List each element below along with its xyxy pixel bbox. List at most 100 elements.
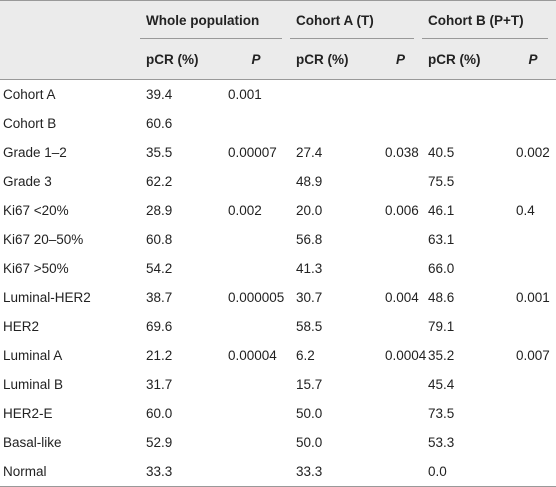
table-cell: 0.038: [385, 145, 419, 160]
table-row: Cohort A 39.4 0.001: [0, 80, 556, 110]
table-cell: [379, 167, 422, 196]
table-cell: [222, 399, 290, 428]
table-cell: 45.4: [428, 377, 455, 392]
table-cell: [510, 109, 556, 138]
table-cell: 0.007: [516, 348, 550, 363]
table-cell: 35.2: [428, 348, 455, 363]
table-cell: 0.006: [385, 203, 419, 218]
table-row: HER2-E 60.0 50.0 73.5: [0, 399, 556, 428]
table-cell: 0.001: [516, 290, 550, 305]
row-label: Luminal B: [3, 377, 64, 392]
table-cell: 33.3: [296, 464, 323, 479]
table-cell: [422, 80, 510, 110]
table-cell: 0.004: [385, 290, 419, 305]
row-label: Grade 1–2: [3, 145, 67, 160]
table-cell: 58.5: [296, 319, 323, 334]
table-cell: [222, 254, 290, 283]
table-cell: [222, 225, 290, 254]
table-cell: [510, 370, 556, 399]
table-cell: 53.3: [428, 435, 455, 450]
table-cell: [379, 370, 422, 399]
table-cell: 38.7: [146, 290, 173, 305]
table-cell: 50.0: [296, 406, 323, 421]
table-cell: 63.1: [428, 232, 455, 247]
table-cell: [510, 399, 556, 428]
row-label: HER2-E: [3, 406, 53, 421]
table-row: Grade 3 62.2 48.9 75.5: [0, 167, 556, 196]
row-label: HER2: [3, 319, 40, 334]
table-cell: [510, 312, 556, 341]
row-label: Luminal A: [3, 348, 63, 363]
group-header: Cohort B (P+T): [422, 1, 556, 41]
table-cell: [510, 225, 556, 254]
table-row: Basal-like 52.9 50.0 53.3: [0, 428, 556, 457]
table-cell: [379, 80, 422, 110]
table-cell: 0.00007: [228, 145, 277, 160]
table-cell: 27.4: [296, 145, 323, 160]
row-label: Luminal-HER2: [3, 290, 91, 305]
row-label: Normal: [3, 464, 47, 479]
table-row: Luminal A 21.2 0.00004 6.2 0.0004 35.2 0.007: [0, 341, 556, 370]
table-cell: [222, 109, 290, 138]
sub-header: P: [379, 40, 423, 80]
table-cell: [222, 312, 290, 341]
table-cell: 48.6: [428, 290, 455, 305]
table-cell: 50.0: [296, 435, 323, 450]
table-cell: [379, 428, 422, 457]
table-cell: 69.6: [146, 319, 173, 334]
table-cell: 48.9: [296, 174, 323, 189]
table-cell: 66.0: [428, 261, 455, 276]
group-header: Whole population: [140, 1, 290, 41]
table-cell: 60.8: [146, 232, 173, 247]
table-cell: [379, 225, 422, 254]
table-cell: 0.002: [228, 203, 262, 218]
table-body: Cohort A 39.4 0.001 Cohort B 60.6 Grade 1–2 35…: [0, 80, 556, 487]
group-header: Cohort A (T): [290, 1, 422, 41]
table-cell: [510, 254, 556, 283]
table-cell: [510, 428, 556, 457]
table-cell: 33.3: [146, 464, 173, 479]
table-row: Ki67 20–50% 60.8 56.8 63.1: [0, 225, 556, 254]
corner-cell: [0, 40, 140, 80]
table-cell: [510, 80, 556, 110]
table-cell: 21.2: [146, 348, 173, 363]
table-cell: 62.2: [146, 174, 173, 189]
table-cell: [379, 254, 422, 283]
group-header-text: Cohort A (T): [290, 2, 415, 39]
table-cell: 54.2: [146, 261, 173, 276]
table-cell: 40.5: [428, 145, 455, 160]
table-cell: 73.5: [428, 406, 455, 421]
table-cell: 6.2: [296, 348, 315, 363]
table-cell: 28.9: [146, 203, 173, 218]
row-label: Grade 3: [3, 174, 52, 189]
table-cell: 0.001: [228, 87, 262, 102]
table-row: Cohort B 60.6: [0, 109, 556, 138]
table-row: Luminal B 31.7 15.7 45.4: [0, 370, 556, 399]
sub-header: pCR (%): [140, 40, 222, 80]
table-row: Luminal-HER2 38.7 0.000005 30.7 0.004 48.6 0.0…: [0, 283, 556, 312]
table-cell: 20.0: [296, 203, 323, 218]
row-label: Basal-like: [3, 435, 62, 450]
table-cell: 35.5: [146, 145, 173, 160]
sub-header: P: [510, 40, 556, 80]
table-cell: [290, 109, 379, 138]
table-row: HER2 69.6 58.5 79.1: [0, 312, 556, 341]
row-label: Ki67 20–50%: [3, 232, 84, 247]
table-cell: [510, 457, 556, 487]
table-cell: 0.4: [516, 203, 535, 218]
table-cell: 30.7: [296, 290, 323, 305]
sub-header: P: [222, 40, 291, 80]
table-row: Ki67 >50% 54.2 41.3 66.0: [0, 254, 556, 283]
sub-header-row: pCR (%) P pCR (%) P pCR (%) P: [0, 40, 556, 80]
table-cell: 46.1: [428, 203, 455, 218]
table-cell: [510, 167, 556, 196]
table-cell: 0.002: [516, 145, 550, 160]
table-row: Normal 33.3 33.3 0.0: [0, 457, 556, 487]
table-cell: [379, 457, 422, 487]
table-cell: 60.6: [146, 116, 173, 131]
table-cell: [379, 109, 422, 138]
table-cell: 0.0: [428, 464, 447, 479]
table-header: Whole population Cohort A (T) Cohort B (…: [0, 0, 556, 80]
corner-cell: [0, 1, 140, 41]
